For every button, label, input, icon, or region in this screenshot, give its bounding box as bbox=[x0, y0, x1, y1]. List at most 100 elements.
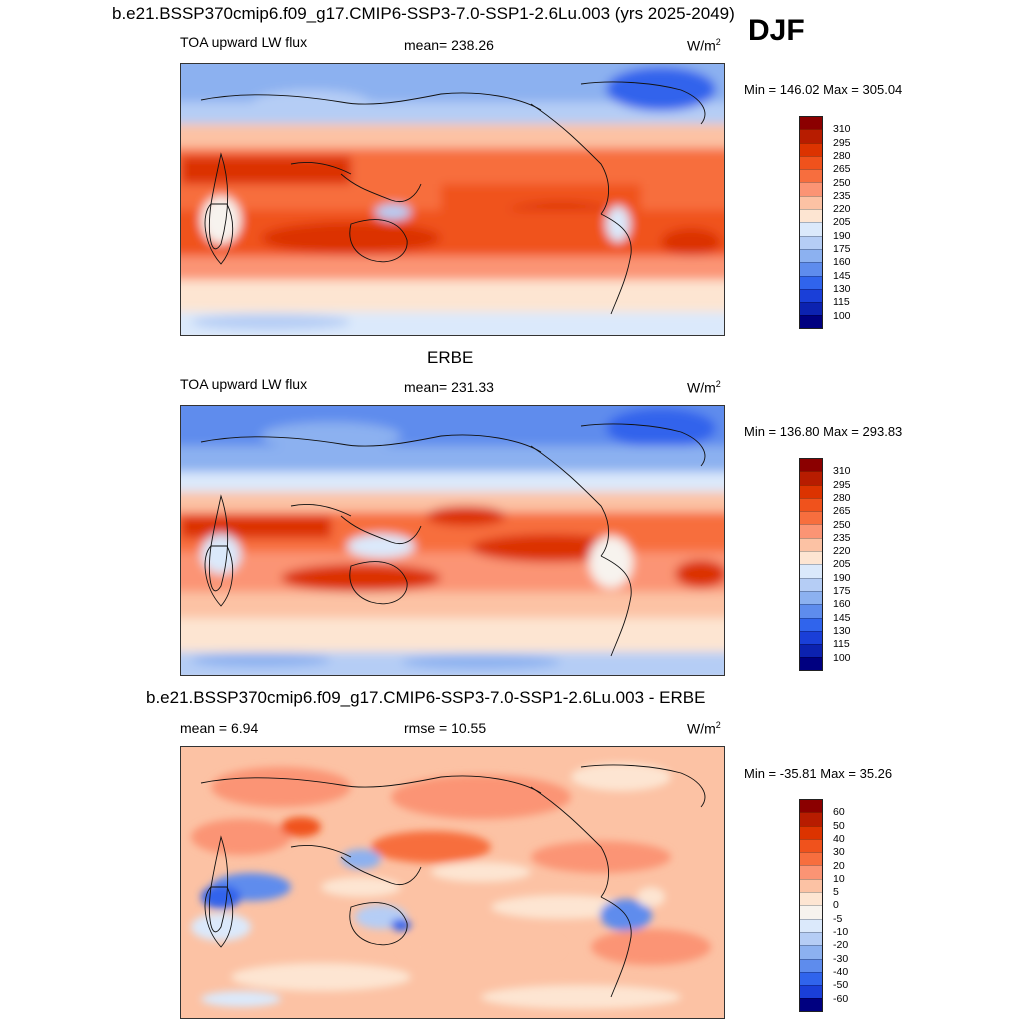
panel2-colorbar-swatch bbox=[799, 458, 823, 472]
panel2-colorbar-swatch bbox=[799, 630, 823, 645]
panel3-colorbar-swatch bbox=[799, 905, 823, 919]
panel1-colorbar-swatch bbox=[799, 275, 823, 289]
panel2-colorbar-tick-label: 115 bbox=[833, 638, 850, 651]
panel3-field bbox=[181, 747, 724, 1018]
panel2-colorbar-swatch bbox=[799, 577, 823, 591]
panel3-colorbar-tick-label: 30 bbox=[833, 846, 845, 859]
panel2-colorbar-tick-label: 235 bbox=[833, 531, 851, 544]
panel2-field bbox=[181, 406, 724, 675]
panel3-colorbar-swatch bbox=[799, 945, 823, 959]
panel1-colorbar-tick-label: 175 bbox=[833, 243, 851, 255]
panel1-colorbar-tick-label: 280 bbox=[833, 149, 851, 162]
season-label: DJF bbox=[748, 14, 805, 47]
panel1-colorbar-tick-label: 145 bbox=[833, 269, 851, 282]
panel2-colorbar-tick-label: 145 bbox=[833, 611, 851, 624]
panel3-colorbar-swatch bbox=[799, 931, 823, 946]
panel2-colorbar-tick-label: 280 bbox=[833, 491, 851, 504]
panel2-colorbar-swatch bbox=[799, 497, 823, 512]
panel1-colorbar-swatch bbox=[799, 302, 823, 316]
panel3-colorbar-swatch bbox=[799, 918, 823, 932]
panel2-units: W/m2 bbox=[687, 379, 721, 396]
panel1-colorbar-swatch bbox=[799, 209, 823, 223]
panel2-colorbar-tick-label: 295 bbox=[833, 478, 851, 491]
panel1-colorbar-tick-label: 265 bbox=[833, 163, 851, 176]
panel2-coastlines bbox=[200, 423, 706, 657]
panel3-colorbar-swatch bbox=[799, 799, 823, 813]
panel2-colorbar-tick-label: 265 bbox=[833, 505, 851, 518]
panel1-colorbar-swatch bbox=[799, 315, 823, 329]
panel3-colorbar-swatch bbox=[799, 852, 823, 866]
panel1-colorbar-swatch bbox=[799, 235, 823, 249]
panel2-colorbar-swatch bbox=[799, 617, 823, 631]
panel1-colorbar-swatch bbox=[799, 222, 823, 236]
panel3-colorbar-tick-label: 20 bbox=[833, 859, 845, 872]
panel2-colorbar-swatch bbox=[799, 564, 823, 578]
panel2-title: ERBE bbox=[427, 348, 474, 367]
panel2-map bbox=[180, 405, 725, 676]
panel2-colorbar bbox=[799, 458, 823, 671]
panel1-colorbar-swatch bbox=[799, 182, 823, 196]
panel3-colorbar-tick-label: 0 bbox=[833, 899, 839, 912]
panel1-colorbar-swatch bbox=[799, 142, 823, 156]
panel3-colorbar-swatch bbox=[799, 878, 823, 893]
panel1-colorbar-tick-label: 220 bbox=[833, 203, 851, 216]
panel1-colorbar-swatch bbox=[799, 248, 823, 263]
panel1-colorbar-tick-label: 250 bbox=[833, 176, 851, 189]
panel1-colorbar-swatch bbox=[799, 169, 823, 183]
panel2-colorbar-tick-label: 130 bbox=[833, 624, 851, 637]
panel2-colorbar-swatch bbox=[799, 644, 823, 658]
panel2-colorbar-swatch bbox=[799, 471, 823, 485]
panel2-colorbar-tick-label: 160 bbox=[833, 598, 851, 611]
panel1-colorbar-swatch bbox=[799, 129, 823, 143]
panel3-colorbar-tick-label: -20 bbox=[833, 939, 849, 952]
panel3-colorbar-swatch bbox=[799, 812, 823, 826]
panel1-coastlines bbox=[200, 81, 706, 315]
panel3-colorbar-swatch bbox=[799, 985, 823, 999]
panel1-mean-label: mean= 238.26 bbox=[404, 37, 494, 53]
panel3-colorbar-tick-label: -30 bbox=[833, 952, 849, 965]
panel1-title: b.e21.BSSP370cmip6.f09_g17.CMIP6-SSP3-7.… bbox=[112, 4, 735, 23]
panel3-colorbar-swatch bbox=[799, 998, 823, 1012]
panel3-map bbox=[180, 746, 725, 1019]
panel3-colorbar-tick-label: -60 bbox=[833, 992, 849, 1005]
panel1-variable-label: TOA upward LW flux bbox=[180, 34, 308, 50]
panel2-colorbar-swatch bbox=[799, 657, 823, 671]
panel2-colorbar-swatch bbox=[799, 537, 823, 552]
panel2-colorbar-swatch bbox=[799, 511, 823, 525]
panel2-colorbar-tick-label: 100 bbox=[833, 651, 851, 664]
panel1-map bbox=[180, 63, 725, 336]
panel1-colorbar-tick-label: 295 bbox=[833, 136, 851, 149]
panel2-colorbar-tick-label: 220 bbox=[833, 545, 851, 558]
panel3-rmse-label: rmse = 10.55 bbox=[404, 720, 487, 736]
panel3-colorbar bbox=[799, 799, 823, 1012]
panel3-colorbar-tick-label: 5 bbox=[833, 886, 839, 899]
panel1-colorbar-tick-label: 190 bbox=[833, 229, 851, 242]
panel1-colorbar-swatch bbox=[799, 262, 823, 276]
panel3-coastlines bbox=[200, 764, 706, 998]
panel2-colorbar-swatch bbox=[799, 524, 823, 538]
panel3-colorbar-tick-label: -10 bbox=[833, 926, 849, 938]
panel2-colorbar-tick-label: 190 bbox=[833, 571, 851, 584]
panel3-minmax: Min = -35.81 Max = 35.26 bbox=[744, 766, 893, 781]
panel2-colorbar-swatch bbox=[799, 604, 823, 618]
panel3-colorbar-swatch bbox=[799, 865, 823, 879]
panel3-colorbar-swatch bbox=[799, 892, 823, 906]
panel2-colorbar-tick-label: 310 bbox=[833, 465, 851, 478]
panel2-mean-label: mean= 231.33 bbox=[404, 379, 494, 395]
panel1-colorbar-swatch bbox=[799, 116, 823, 130]
panel3-colorbar-tick-label: 50 bbox=[833, 819, 845, 832]
panel3-title: b.e21.BSSP370cmip6.f09_g17.CMIP6-SSP3-7.… bbox=[146, 688, 706, 707]
panel1-colorbar-tick-label: 205 bbox=[833, 216, 851, 229]
panel2-colorbar-tick-label: 205 bbox=[833, 558, 851, 571]
panel3-colorbar-tick-label: -5 bbox=[833, 912, 843, 925]
panel1-units: W/m2 bbox=[687, 37, 721, 54]
panel3-colorbar-tick-label: 40 bbox=[833, 832, 845, 845]
panel1-minmax: Min = 146.02 Max = 305.04 bbox=[744, 82, 903, 97]
panel1-colorbar-tick-label: 115 bbox=[833, 296, 850, 309]
panel2-variable-label: TOA upward LW flux bbox=[180, 376, 308, 392]
panel2-colorbar-swatch bbox=[799, 484, 823, 498]
panel1-colorbar-tick-label: 160 bbox=[833, 256, 851, 269]
panel3-colorbar-tick-label: 10 bbox=[833, 872, 845, 885]
panel1-colorbar-tick-label: 235 bbox=[833, 189, 851, 202]
panel2-colorbar-swatch bbox=[799, 551, 823, 565]
